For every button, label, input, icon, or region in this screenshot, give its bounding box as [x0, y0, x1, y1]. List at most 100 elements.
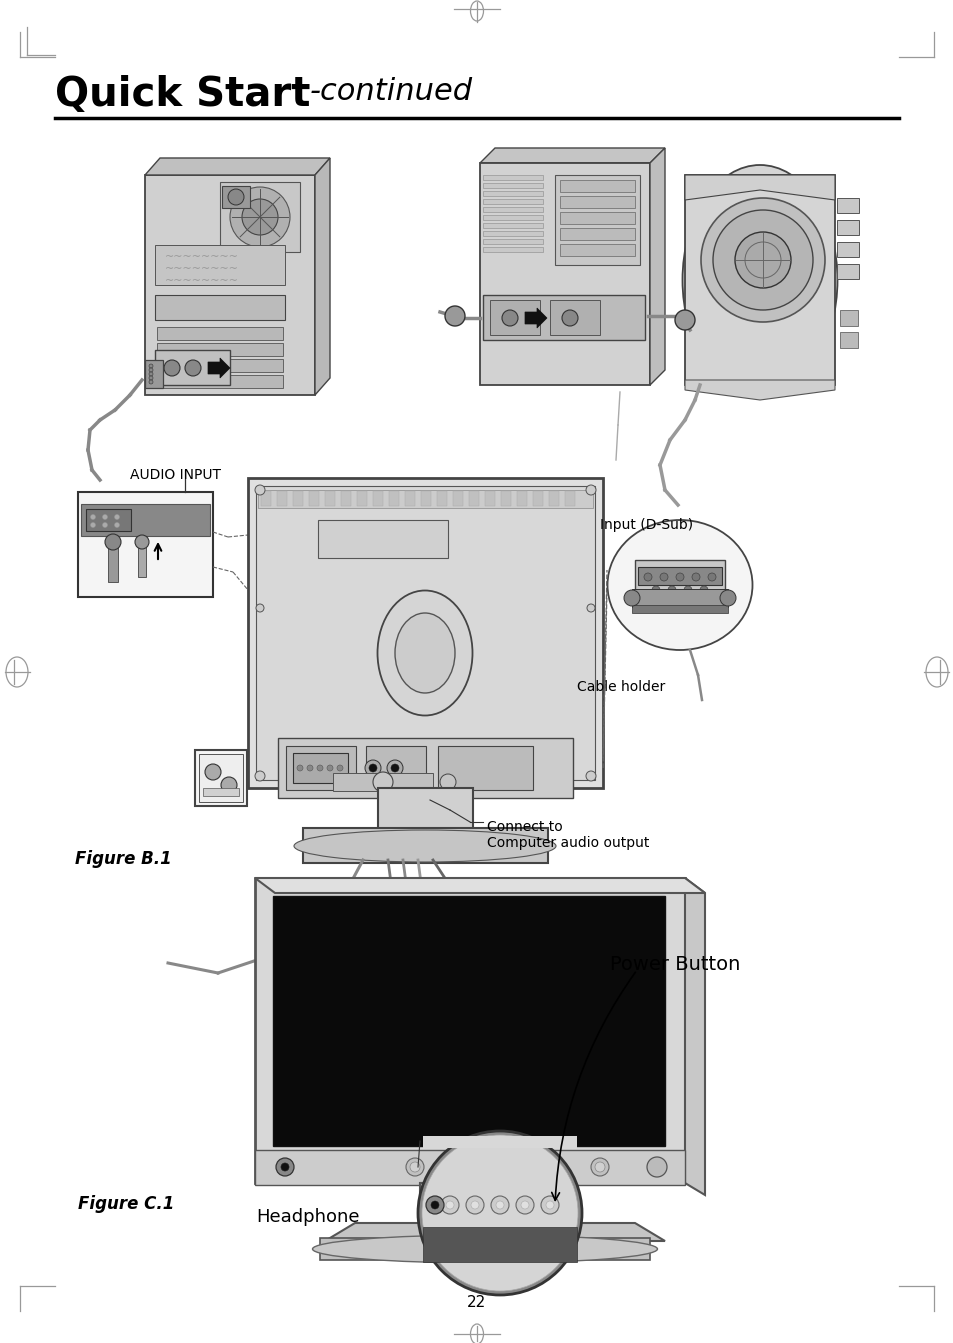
- Circle shape: [504, 1162, 515, 1172]
- Polygon shape: [649, 148, 664, 385]
- Bar: [86, 509, 131, 530]
- Circle shape: [456, 1158, 474, 1176]
- Circle shape: [102, 522, 108, 528]
- Bar: [836, 220, 858, 235]
- Ellipse shape: [607, 520, 752, 650]
- Bar: [482, 295, 644, 340]
- Bar: [482, 175, 542, 180]
- Bar: [437, 745, 533, 790]
- Ellipse shape: [377, 591, 472, 716]
- Circle shape: [228, 189, 244, 205]
- Circle shape: [149, 376, 152, 380]
- Bar: [559, 180, 635, 192]
- Bar: [222, 185, 250, 208]
- Bar: [631, 590, 727, 607]
- Circle shape: [516, 1197, 534, 1214]
- Bar: [564, 492, 575, 506]
- Bar: [482, 191, 542, 196]
- Polygon shape: [684, 878, 704, 1195]
- Circle shape: [296, 766, 303, 771]
- Bar: [453, 492, 462, 506]
- Bar: [550, 299, 599, 334]
- Bar: [325, 492, 335, 506]
- Polygon shape: [254, 878, 704, 893]
- Circle shape: [659, 573, 667, 582]
- Bar: [559, 196, 635, 208]
- Bar: [836, 265, 858, 279]
- Polygon shape: [479, 163, 649, 385]
- Circle shape: [545, 1201, 554, 1209]
- Circle shape: [281, 1163, 289, 1171]
- Circle shape: [431, 1201, 438, 1209]
- Circle shape: [205, 764, 221, 780]
- Bar: [559, 244, 635, 257]
- Polygon shape: [325, 1223, 664, 1241]
- Circle shape: [585, 771, 596, 782]
- Bar: [405, 492, 415, 506]
- Circle shape: [102, 514, 108, 520]
- Polygon shape: [314, 158, 330, 395]
- Circle shape: [391, 764, 398, 772]
- Circle shape: [316, 766, 323, 771]
- Circle shape: [242, 199, 277, 235]
- Bar: [333, 774, 433, 791]
- Bar: [220, 183, 299, 252]
- Circle shape: [667, 586, 676, 594]
- Bar: [469, 492, 478, 506]
- Bar: [317, 520, 448, 557]
- Bar: [154, 244, 285, 285]
- Text: ~~~~~~~~: ~~~~~~~~: [165, 252, 239, 262]
- Circle shape: [275, 1158, 294, 1176]
- Bar: [559, 228, 635, 240]
- Text: Headphone: Headphone: [256, 1207, 359, 1226]
- Circle shape: [230, 187, 290, 247]
- Bar: [293, 492, 303, 506]
- Bar: [484, 492, 495, 506]
- Bar: [319, 1238, 649, 1260]
- Bar: [293, 753, 348, 783]
- Ellipse shape: [681, 165, 837, 395]
- Bar: [436, 492, 447, 506]
- Bar: [377, 788, 473, 830]
- Circle shape: [691, 573, 700, 582]
- Bar: [548, 492, 558, 506]
- Circle shape: [410, 1162, 419, 1172]
- Text: Input (D-Sub): Input (D-Sub): [599, 518, 693, 532]
- Bar: [203, 788, 239, 796]
- Circle shape: [446, 1201, 454, 1209]
- Circle shape: [683, 586, 691, 594]
- Circle shape: [540, 1197, 558, 1214]
- Circle shape: [149, 380, 152, 384]
- Bar: [277, 739, 573, 798]
- Circle shape: [482, 979, 497, 992]
- Circle shape: [444, 306, 464, 326]
- Circle shape: [707, 573, 716, 582]
- Circle shape: [700, 197, 824, 322]
- Polygon shape: [684, 380, 834, 400]
- Polygon shape: [145, 158, 330, 175]
- Circle shape: [149, 368, 152, 372]
- Circle shape: [426, 1197, 443, 1214]
- Circle shape: [91, 514, 95, 520]
- Bar: [145, 360, 163, 388]
- Circle shape: [550, 1162, 559, 1172]
- Bar: [420, 492, 431, 506]
- Circle shape: [421, 1135, 578, 1291]
- Polygon shape: [524, 308, 546, 328]
- Bar: [482, 207, 542, 212]
- Circle shape: [369, 764, 376, 772]
- Circle shape: [114, 522, 119, 528]
- Bar: [631, 604, 727, 612]
- Circle shape: [387, 760, 402, 776]
- Circle shape: [590, 1158, 608, 1176]
- Bar: [422, 1136, 577, 1148]
- Circle shape: [734, 232, 790, 287]
- Bar: [555, 175, 639, 265]
- Text: 22: 22: [467, 1295, 486, 1309]
- Bar: [81, 504, 210, 536]
- Bar: [482, 183, 542, 188]
- Circle shape: [520, 1201, 529, 1209]
- Ellipse shape: [294, 830, 556, 862]
- Circle shape: [651, 586, 659, 594]
- Bar: [635, 560, 724, 610]
